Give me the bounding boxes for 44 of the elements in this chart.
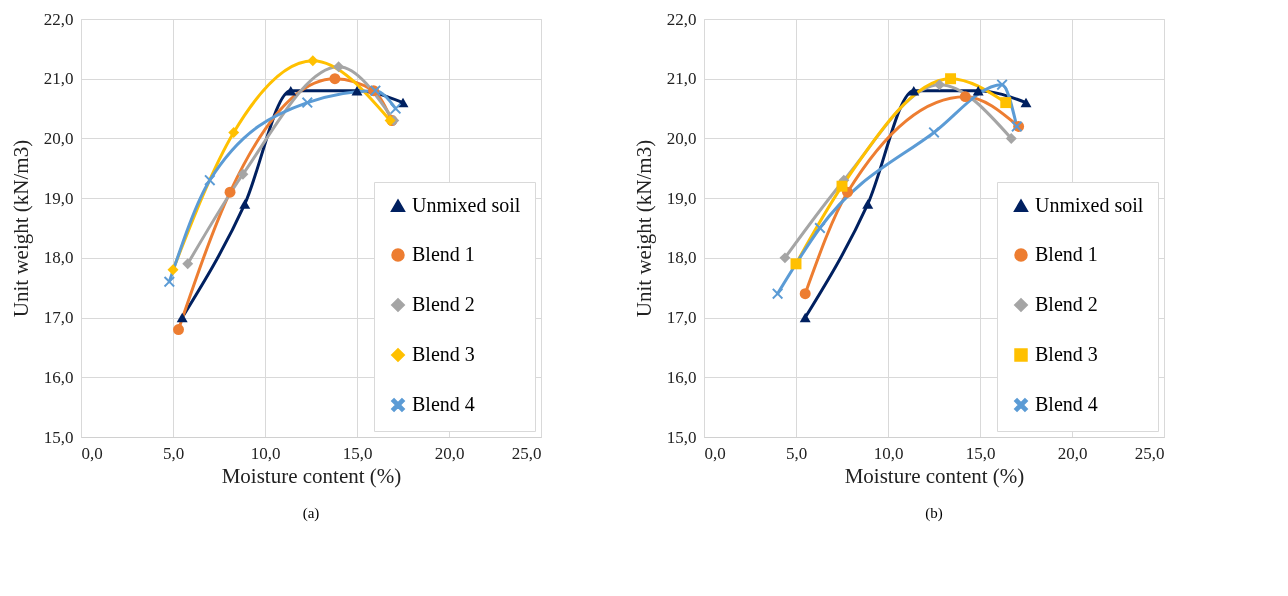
y-tick-label: 16,0	[43, 367, 74, 387]
y-axis-title: Unit weight (kN/m3)	[631, 139, 656, 318]
y-tick-label: 20,0	[43, 128, 74, 148]
y-tick-label: 22,0	[43, 9, 74, 29]
legend-label: Blend 1	[1035, 243, 1098, 265]
y-tick-label: 18,0	[666, 248, 697, 268]
legend-label: Blend 3	[1035, 343, 1098, 365]
x-tick-label: 15,0	[965, 443, 996, 463]
y-tick-label: 22,0	[666, 9, 697, 29]
x-tick-label: 0,0	[81, 443, 103, 463]
text: (a)	[302, 505, 320, 522]
y-tick-label: 19,0	[43, 188, 74, 208]
legend-label: Blend 2	[412, 293, 475, 315]
y-axis-title: Unit weight (kN/m3)	[8, 139, 33, 318]
x-tick-label: 10,0	[250, 443, 281, 463]
x-tick-label: 15,0	[342, 443, 373, 463]
y-tick-label: 20,0	[666, 128, 697, 148]
legend-label: Unmixed soil	[412, 194, 521, 216]
legend-label: Blend 4	[412, 393, 475, 415]
legend-label: Blend 1	[412, 243, 475, 265]
x-tick-label: 10,0	[873, 443, 904, 463]
legend-label: Unmixed soil	[1035, 194, 1144, 216]
x-tick-label: 0,0	[704, 443, 726, 463]
y-tick-label: 18,0	[43, 248, 74, 268]
y-tick-label: 15,0	[43, 427, 74, 447]
x-tick-label: 5,0	[785, 443, 808, 463]
x-tick-label: 20,0	[434, 443, 465, 463]
x-axis-title: Moisture content (%)	[844, 463, 1025, 488]
y-tick-label: 16,0	[666, 367, 697, 387]
legend-label: Blend 3	[412, 343, 475, 365]
y-tick-label: 17,0	[43, 308, 74, 328]
y-tick-label: 19,0	[666, 188, 697, 208]
y-tick-label: 17,0	[666, 308, 697, 328]
legend-label: Blend 2	[1035, 293, 1098, 315]
y-tick-label: 21,0	[43, 69, 74, 89]
text: (b)	[925, 505, 943, 522]
x-tick-label: 25,0	[511, 443, 542, 463]
x-tick-label: 25,0	[1134, 443, 1165, 463]
y-tick-label: 15,0	[666, 427, 697, 447]
x-tick-label: 5,0	[162, 443, 185, 463]
legend-label: Blend 4	[1035, 393, 1098, 415]
x-tick-label: 20,0	[1057, 443, 1088, 463]
y-tick-label: 21,0	[666, 69, 697, 89]
x-axis-title: Moisture content (%)	[221, 463, 402, 488]
